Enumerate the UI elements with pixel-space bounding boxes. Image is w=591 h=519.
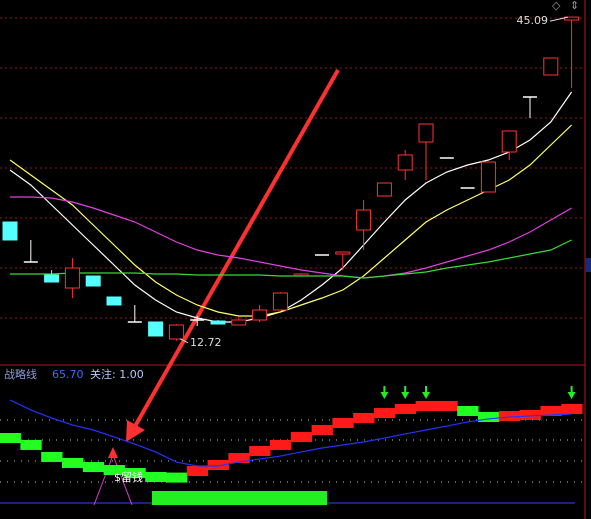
step-block xyxy=(270,439,292,450)
step-block xyxy=(519,409,541,420)
signal-arrow xyxy=(422,386,430,399)
step-block xyxy=(457,406,479,416)
indicator-line xyxy=(9,399,572,467)
step-block xyxy=(186,466,209,476)
candle-body xyxy=(252,309,268,321)
signal-arrow xyxy=(108,447,118,458)
step-block xyxy=(290,432,313,443)
candle-body xyxy=(356,209,372,231)
step-block xyxy=(394,403,417,414)
step-block xyxy=(166,472,188,483)
candle-body xyxy=(64,267,80,289)
moving-average xyxy=(9,91,573,323)
step-block xyxy=(478,412,500,422)
step-block xyxy=(228,453,250,464)
icon[interactable]: ⇕ xyxy=(570,0,579,12)
candle-body xyxy=(335,251,351,255)
signal-band xyxy=(152,491,327,505)
indicator-value: 65.70 xyxy=(52,368,84,381)
candle-body xyxy=(106,296,122,306)
step-block xyxy=(62,457,84,468)
axis-marker xyxy=(585,258,591,272)
step-block xyxy=(20,439,42,450)
step-block xyxy=(207,460,229,470)
candle-body xyxy=(148,321,164,337)
step-block xyxy=(561,403,583,414)
signal-arrow xyxy=(380,386,389,399)
step-block xyxy=(332,418,354,428)
candle-body xyxy=(272,292,288,311)
candle-body xyxy=(397,154,413,171)
step-block xyxy=(498,411,521,422)
candle-body xyxy=(231,319,247,326)
candle-body xyxy=(376,182,392,197)
candle-body xyxy=(564,16,580,21)
step-block xyxy=(540,406,562,416)
moving-average xyxy=(10,239,572,279)
moving-average xyxy=(9,124,573,317)
candle-body xyxy=(501,130,517,153)
icon[interactable]: ◇ xyxy=(552,0,561,12)
step-block xyxy=(415,400,437,411)
pointer-arrow xyxy=(132,69,340,429)
pointer-arrow-head xyxy=(126,420,145,442)
candle-body xyxy=(210,320,226,325)
candle-body xyxy=(85,275,101,287)
annotation: $留钱 xyxy=(114,470,143,484)
step-block xyxy=(124,468,146,479)
candle-body xyxy=(2,221,18,241)
step-block xyxy=(103,465,125,476)
candle-body xyxy=(293,273,309,276)
step-block xyxy=(41,451,63,462)
step-block xyxy=(0,433,21,443)
step-block xyxy=(436,400,458,411)
indicator-title: 战略线 xyxy=(4,367,37,381)
step-block xyxy=(311,424,333,435)
low-label: 12.72 xyxy=(190,336,222,349)
indicator-subtitle: 关注: 1.00 xyxy=(90,367,144,381)
candle-body xyxy=(44,274,60,283)
high-pointer xyxy=(549,16,569,22)
candle-body xyxy=(543,57,559,76)
step-block xyxy=(249,445,271,456)
signal-arrow xyxy=(401,386,410,399)
low-pointer xyxy=(179,338,189,344)
high-label: 45.09 xyxy=(517,14,549,27)
signal-arrow xyxy=(567,386,576,399)
candle-body xyxy=(168,324,184,340)
step-block xyxy=(374,408,396,419)
candle-body xyxy=(418,123,434,143)
moving-average xyxy=(10,196,572,279)
candle-body xyxy=(480,161,496,193)
step-block xyxy=(353,412,375,423)
step-block xyxy=(82,462,105,473)
step-block xyxy=(145,472,167,482)
